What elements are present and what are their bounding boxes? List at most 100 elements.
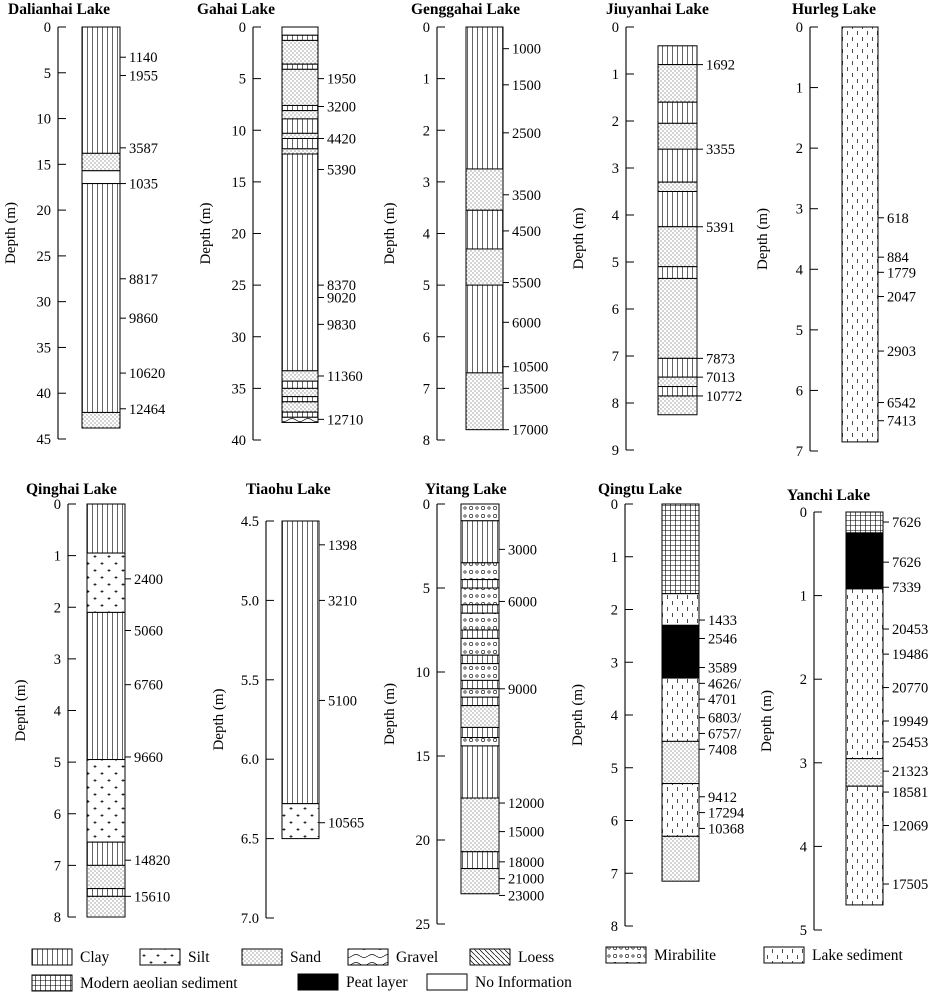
depth-tick-label: 6: [54, 807, 61, 823]
layer-lake: [841, 26, 879, 443]
age-label: 2546: [708, 632, 737, 648]
layer-mirabilite: [460, 688, 500, 698]
layer-sand: [657, 395, 698, 416]
core-panel-gahai-lake: Gahai Lake 0 5 10 15 20 25 30 35 40 Depth (m) 1950 3…: [197, 1, 363, 449]
legend-swatch-silt: [139, 948, 181, 966]
age-label: 9000: [508, 682, 537, 698]
depth-tick-label: 25: [232, 278, 247, 294]
layer-clay: [86, 503, 126, 554]
depth-tick-label: 8: [612, 396, 619, 412]
age-label: 12464: [129, 402, 166, 418]
legend-swatch-aeolian: [31, 974, 73, 992]
layer-sand: [281, 370, 319, 382]
age-label: 11360: [327, 369, 363, 385]
legend-swatch-sand: [241, 948, 283, 966]
layer-sand: [281, 68, 319, 106]
depth-tick-label: 2: [796, 141, 803, 157]
age-label: 4420: [327, 132, 356, 148]
depth-tick-label: 15: [416, 749, 431, 765]
age-label: 1035: [129, 177, 158, 193]
legend-item-clay: Clay: [31, 948, 110, 966]
age-label: 5100: [328, 693, 357, 709]
depth-tick-label: 5.5: [241, 673, 259, 689]
depth-tick-label: 5: [239, 72, 246, 88]
legend-swatch-loess: [469, 948, 511, 966]
age-label: 1140: [129, 50, 157, 66]
age-label: 7413: [887, 414, 916, 430]
depth-tick-label: 2: [611, 603, 618, 619]
depth-tick-label: 6: [423, 330, 430, 346]
core-column: [281, 26, 319, 423]
age-label: 1955: [129, 69, 158, 85]
age-label: 4701: [708, 692, 737, 708]
core-panel-genggahai-lake: Genggahai Lake 0 1 2 3 4 5 6 7 8 Depth (m) 1000 1500…: [382, 1, 548, 449]
layer-clay: [460, 851, 500, 870]
layer-sand: [460, 797, 500, 853]
layer-sand: [86, 864, 126, 890]
age-label: 6760: [134, 678, 163, 694]
depth-tick-label: 5: [612, 255, 619, 271]
age-label: 3210: [328, 593, 357, 609]
depth-tick-label: 8: [423, 433, 430, 449]
age-label: 17000: [512, 423, 548, 439]
layer-clay: [281, 34, 319, 41]
age-label: 7339: [892, 580, 921, 596]
layer-sand: [661, 740, 700, 785]
age-label: 1692: [706, 58, 735, 74]
age-label: 23000: [508, 888, 544, 904]
depth-tick-label: 20: [416, 833, 431, 849]
age-label: 21000: [508, 872, 544, 888]
layer-sand: [657, 64, 698, 103]
core-column: [81, 26, 121, 429]
layer-sand: [465, 372, 504, 431]
depth-tick-label: 1: [796, 81, 803, 97]
depth-tick-label: 5: [44, 66, 51, 82]
depth-tick-label: 45: [37, 432, 52, 448]
layer-clay: [460, 679, 500, 690]
layer-aeolian: [845, 511, 884, 534]
depth-tick-label: 20: [37, 203, 52, 219]
depth-tick-label: 20: [232, 227, 247, 243]
layer-lake: [661, 677, 700, 742]
layer-lake: [845, 785, 884, 906]
layer-sand: [657, 226, 698, 268]
layer-clay: [657, 191, 698, 228]
layer-clay: [657, 45, 698, 66]
core-panel-tiaohu-lake: Tiaohu Lake 4.5 5.0 5.5 6.0 6.5 7.0 Depth (m) 13…: [211, 481, 364, 927]
depth-tick-label: 9: [612, 443, 619, 459]
age-label: 3589: [708, 661, 737, 677]
depth-axis-label: Depth (m): [382, 683, 398, 745]
age-label: 1433: [708, 613, 737, 629]
layer-mirabilite: [460, 503, 500, 522]
depth-tick-label: 35: [37, 340, 52, 356]
depth-tick-label: 6: [796, 383, 803, 399]
layer-clay: [81, 183, 121, 413]
age-label: 5390: [327, 162, 356, 178]
core-title: Hurleg Lake: [792, 1, 876, 18]
legend-swatch-gravel: [347, 948, 389, 966]
age-label: 7873: [706, 351, 735, 367]
core-title: Tiaohu Lake: [246, 481, 331, 498]
legend-label: Gravel: [396, 949, 438, 966]
core-title: Gahai Lake: [197, 1, 275, 18]
legend-label: Lake sediment: [812, 947, 904, 964]
layer-sand: [281, 401, 319, 413]
core-title: Yitang Lake: [425, 481, 507, 498]
age-label: 19949: [892, 714, 928, 730]
layer-clay: [657, 357, 698, 378]
layer-sand: [281, 110, 319, 120]
depth-tick-label: 10: [416, 665, 431, 681]
layer-clay: [281, 520, 320, 805]
layer-clay: [465, 284, 504, 374]
layer-clay: [657, 386, 698, 397]
legend-swatch-peat: [297, 973, 339, 991]
depth-tick-label: 30: [232, 330, 247, 346]
age-label: 6803/: [708, 711, 742, 727]
age-label: 12710: [327, 412, 363, 428]
layer-sand: [281, 39, 319, 65]
layer-peat: [845, 532, 884, 590]
depth-tick-label: 5: [796, 323, 803, 339]
depth-tick-label: 5: [54, 755, 61, 771]
age-label: 10368: [708, 821, 744, 837]
